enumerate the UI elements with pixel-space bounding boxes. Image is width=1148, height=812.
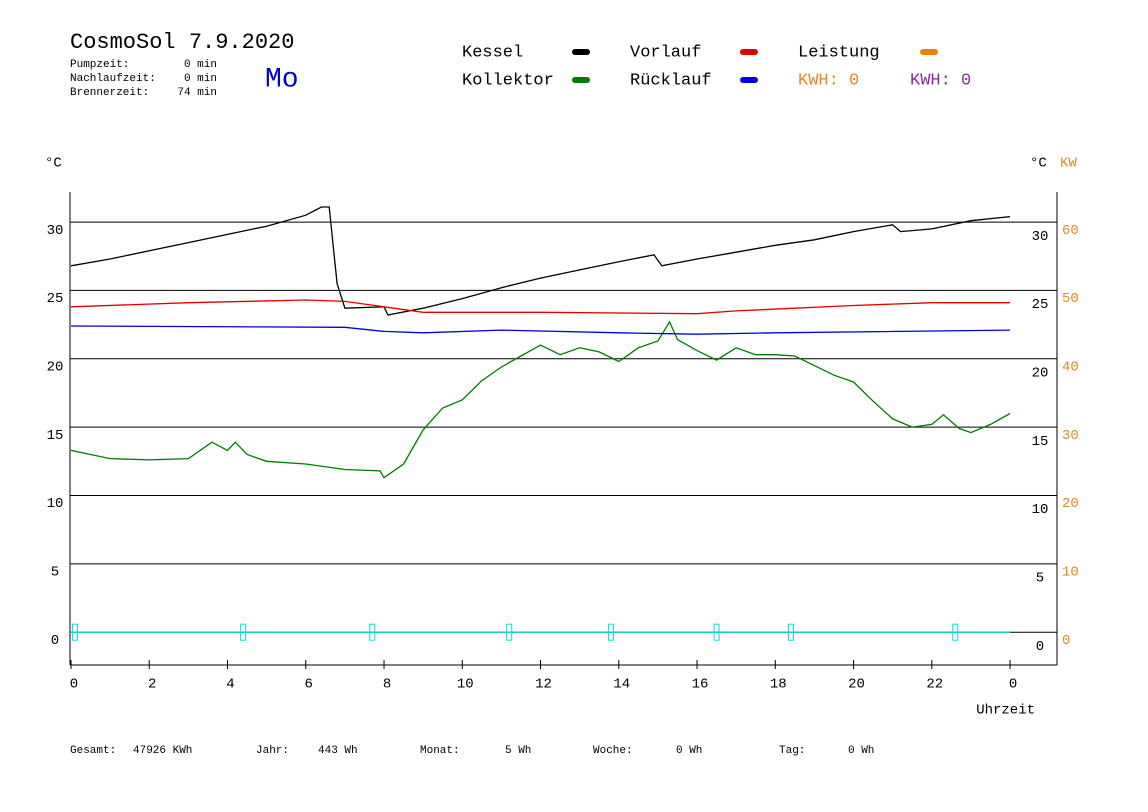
x-tick-label: 4 <box>226 677 234 693</box>
series-line <box>70 299 1010 315</box>
y-right-tick-label: 5 <box>1036 571 1044 587</box>
legend-label: Kessel <box>462 43 523 62</box>
pulse <box>240 623 247 641</box>
legend-label: Rücklauf <box>630 71 712 90</box>
y2-tick-label: 50 <box>1062 291 1079 307</box>
footer-value: 443 Wh <box>318 745 358 757</box>
weekday: Mo <box>265 64 299 95</box>
y-tick-label: 25 <box>47 291 64 307</box>
footer-label: Woche: <box>593 745 633 757</box>
series-line <box>70 325 1011 335</box>
x-tick-label: 16 <box>692 677 709 693</box>
pulse <box>369 623 376 641</box>
y-right-tick-label: 0 <box>1036 639 1044 655</box>
y2-tick-label: 0 <box>1062 633 1070 649</box>
x-tick-label: 2 <box>148 677 156 693</box>
x-tick-label: 8 <box>383 677 391 693</box>
pulse <box>952 623 959 641</box>
y2-axis-label: °C <box>1030 156 1047 172</box>
pulse <box>787 623 794 641</box>
series-line <box>70 206 1011 316</box>
x-tick-label: 6 <box>305 677 313 693</box>
y2-tick-label: 30 <box>1062 428 1079 444</box>
footer-value: 47926 KWh <box>133 745 192 757</box>
stat-value: 0 min <box>184 59 217 71</box>
stat-label: Brennerzeit: <box>70 87 149 99</box>
pulse <box>713 623 720 641</box>
footer-value: 5 Wh <box>505 745 531 757</box>
y2-tick-label: 10 <box>1062 565 1079 581</box>
y-right-tick-label: 15 <box>1032 434 1049 450</box>
y-tick-label: 10 <box>47 496 64 512</box>
x-tick-label: 0 <box>1009 677 1017 693</box>
footer-value: 0 Wh <box>848 745 874 757</box>
y2-unit: KW <box>1060 156 1077 172</box>
stat-value: 74 min <box>177 87 217 99</box>
kwh-label: KWH: 0 <box>798 71 859 90</box>
y-tick-label: 30 <box>47 223 64 239</box>
x-tick-label: 18 <box>770 677 787 693</box>
y2-tick-label: 40 <box>1062 359 1079 375</box>
footer-label: Monat: <box>420 745 460 757</box>
y2-tick-label: 60 <box>1062 223 1079 239</box>
stat-label: Pumpzeit: <box>70 59 129 71</box>
legend-label: Leistung <box>798 43 880 62</box>
legend-label: Kollektor <box>462 71 554 90</box>
x-tick-label: 20 <box>848 677 865 693</box>
y-tick-label: 20 <box>47 359 64 375</box>
legend-label: Vorlauf <box>630 43 701 62</box>
y-right-tick-label: 25 <box>1032 297 1049 313</box>
pulse <box>71 623 78 641</box>
x-tick-label: 22 <box>926 677 943 693</box>
footer-label: Jahr: <box>256 745 289 757</box>
stat-label: Nachlaufzeit: <box>70 73 156 85</box>
y-tick-label: 15 <box>47 428 64 444</box>
x-tick-label: 12 <box>535 677 552 693</box>
y2-tick-label: 20 <box>1062 496 1079 512</box>
pulse <box>607 623 614 641</box>
footer-label: Gesamt: <box>70 745 116 757</box>
y-axis-label: °C <box>45 156 62 172</box>
x-tick-label: 14 <box>613 677 630 693</box>
kwh-label: KWH: 0 <box>910 71 971 90</box>
x-tick-label: 10 <box>457 677 474 693</box>
y-tick-label: 5 <box>51 565 59 581</box>
x-axis-label: Uhrzeit <box>976 703 1035 719</box>
x-tick-label: 0 <box>70 677 78 693</box>
y-right-tick-label: 10 <box>1032 502 1049 518</box>
footer-label: Tag: <box>779 745 805 757</box>
footer-value: 0 Wh <box>676 745 702 757</box>
y-tick-label: 0 <box>51 633 59 649</box>
chart-title: CosmoSol 7.9.2020 <box>70 30 294 55</box>
y-right-tick-label: 30 <box>1032 229 1049 245</box>
pulse <box>506 623 513 641</box>
series-line <box>70 320 1011 479</box>
y-right-tick-label: 20 <box>1032 365 1049 381</box>
stat-value: 0 min <box>184 73 217 85</box>
